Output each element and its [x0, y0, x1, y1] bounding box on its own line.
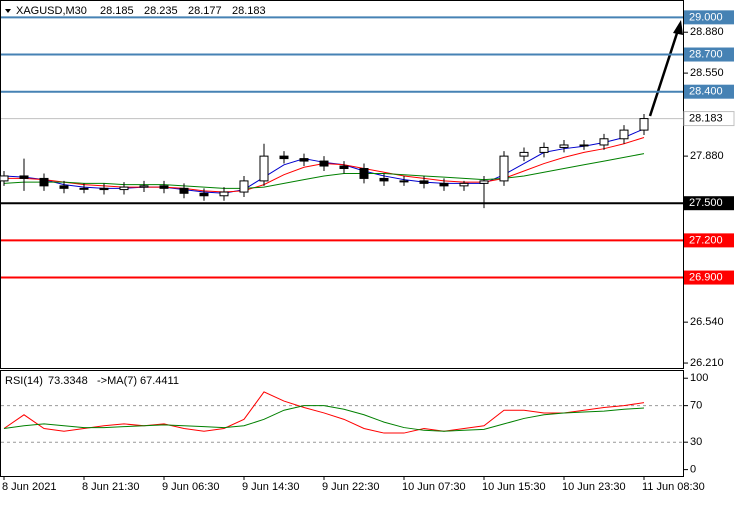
level-label: 28.700: [689, 48, 723, 60]
candle-body: [439, 182, 449, 187]
level-label: 29.000: [689, 11, 723, 23]
level-label-box: [684, 47, 734, 62]
level-label: 28.400: [689, 86, 723, 98]
current-price-label: 28.183: [689, 112, 723, 124]
level-label: 26.900: [689, 271, 723, 283]
candle-body: [139, 185, 149, 188]
ohlc-value: 28.177: [188, 5, 222, 17]
candle-body: [159, 185, 169, 189]
candle-body: [419, 180, 429, 184]
x-tick-label: 9 Jun 06:30: [162, 481, 220, 493]
x-tick-label: 9 Jun 14:30: [242, 481, 300, 493]
ohlc-value: 28.185: [100, 5, 134, 17]
forecast-arrow: [648, 29, 680, 117]
candle-body: [179, 187, 189, 194]
candle-body: [99, 187, 109, 191]
x-tick-label: 9 Jun 22:30: [322, 481, 380, 493]
candle-body: [79, 187, 89, 190]
level-label-box: [684, 233, 734, 248]
indicator-line: [3, 391, 645, 434]
candle-body: [579, 144, 589, 147]
rsi-ma-value: 67.4411: [140, 375, 179, 387]
candle-body: [299, 158, 309, 162]
marks: [0, 113, 683, 443]
candle-body: [599, 138, 609, 146]
candle-body: [19, 175, 29, 179]
candle-body: [359, 168, 369, 179]
rsi-ma-title: ->MA(7): [97, 375, 137, 387]
rsi-tick-label: 100: [690, 372, 708, 384]
current-price-box: [683, 111, 735, 127]
candle-body: [559, 144, 569, 148]
candle-body: [199, 192, 209, 197]
level-label: 27.500: [689, 197, 723, 209]
y-tick-label: 26.210: [690, 357, 724, 369]
candle-body: [39, 177, 49, 187]
x-tick-label: 10 Jun 07:30: [402, 481, 466, 493]
level-label: 27.200: [689, 234, 723, 246]
x-tick-label: 8 Jun 21:30: [82, 481, 140, 493]
symbol-title: XAGUSD,M30: [16, 5, 87, 17]
rsi-tick-label: 70: [690, 400, 702, 412]
ohlc-value: 28.183: [232, 5, 266, 17]
candle-body: [239, 180, 249, 193]
ohlc-value: 28.235: [144, 5, 178, 17]
y-tick-label: 28.550: [690, 67, 724, 79]
candle-body: [399, 180, 409, 183]
candle-body: [339, 165, 349, 170]
rsi-title: RSI(14): [5, 375, 43, 387]
price-panel-frame: [0, 0, 684, 369]
y-tick-label: 28.880: [690, 26, 724, 38]
indicator-line: [3, 153, 645, 189]
candle-body: [459, 182, 469, 187]
candle-body: [319, 160, 329, 167]
rsi-panel-frame: [0, 370, 684, 477]
candle-body: [279, 155, 289, 160]
x-tick-label: 11 Jun 08:30: [642, 481, 705, 493]
x-tick-label: 8 Jun 2021: [2, 481, 56, 493]
x-tick-label: 10 Jun 15:30: [482, 481, 546, 493]
indicator-line: [3, 405, 645, 432]
forecast-arrowhead: [673, 20, 683, 35]
candle-body: [539, 146, 549, 153]
candle-body: [59, 185, 69, 189]
candle-body: [119, 186, 129, 191]
candle-body: [219, 191, 229, 197]
candle-body: [619, 129, 629, 140]
rsi-value: 73.3348: [48, 375, 88, 387]
level-label-box: [684, 84, 734, 99]
level-label-box: [684, 270, 734, 285]
y-tick-label: 27.880: [690, 150, 724, 162]
candle-body: [639, 118, 649, 131]
rsi-tick-label: 30: [690, 436, 702, 448]
level-label-box: [684, 196, 734, 211]
level-label-box: [684, 10, 734, 25]
candle-body: [259, 155, 269, 182]
x-tick-label: 10 Jun 23:30: [562, 481, 626, 493]
rsi-tick-label: 0: [690, 464, 696, 476]
candle-body: [0, 175, 9, 182]
dropdown-icon[interactable]: [5, 9, 11, 13]
candle-body: [479, 180, 489, 184]
candle-body: [379, 177, 389, 182]
y-tick-label: 26.540: [690, 316, 724, 328]
candle-body: [519, 151, 529, 157]
candle-body: [499, 155, 509, 182]
